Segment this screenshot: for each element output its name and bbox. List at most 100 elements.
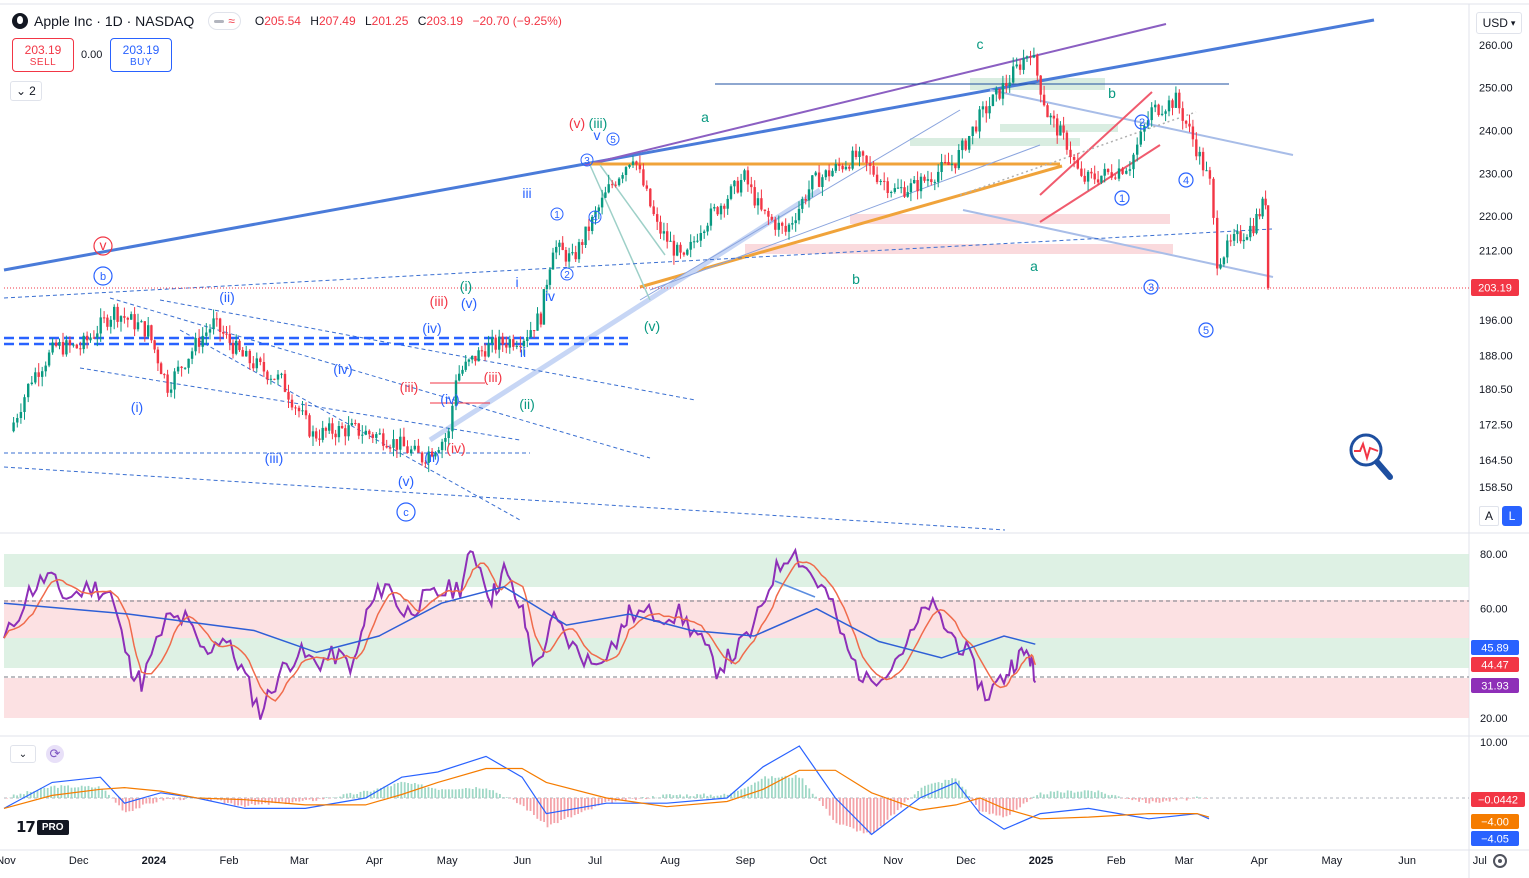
candle[interactable] bbox=[1266, 205, 1270, 290]
candle[interactable] bbox=[27, 383, 30, 403]
candle[interactable] bbox=[642, 163, 645, 187]
candle[interactable] bbox=[645, 180, 648, 192]
candle[interactable] bbox=[638, 155, 642, 174]
candle[interactable] bbox=[611, 180, 614, 189]
candle[interactable] bbox=[838, 157, 841, 171]
candle[interactable] bbox=[47, 349, 51, 368]
candle[interactable] bbox=[893, 183, 896, 194]
candle[interactable] bbox=[344, 424, 347, 446]
dashed-line[interactable] bbox=[79, 367, 521, 441]
candle[interactable] bbox=[807, 180, 811, 208]
candle[interactable] bbox=[1205, 161, 1208, 172]
candle[interactable] bbox=[153, 339, 156, 354]
indicator-toggle[interactable]: ≈ bbox=[208, 12, 241, 30]
candle[interactable] bbox=[1015, 57, 1018, 69]
candle[interactable] bbox=[529, 321, 532, 338]
candle[interactable] bbox=[72, 343, 75, 348]
candle[interactable] bbox=[169, 382, 173, 398]
candle[interactable] bbox=[183, 367, 187, 370]
candle[interactable] bbox=[1181, 101, 1184, 130]
candle[interactable] bbox=[259, 356, 262, 366]
candle[interactable] bbox=[1086, 170, 1090, 191]
candle[interactable] bbox=[763, 209, 767, 215]
candle[interactable] bbox=[406, 440, 409, 454]
candle[interactable] bbox=[159, 361, 163, 375]
candle[interactable] bbox=[558, 239, 561, 256]
magnifier-icon[interactable] bbox=[1349, 433, 1393, 480]
candle[interactable] bbox=[561, 236, 564, 251]
candle[interactable] bbox=[1164, 109, 1167, 122]
dashed-line[interactable] bbox=[3, 228, 1273, 299]
candle[interactable] bbox=[861, 150, 865, 163]
candle[interactable] bbox=[1150, 102, 1153, 127]
candle[interactable] bbox=[1167, 95, 1171, 117]
candle[interactable] bbox=[1039, 75, 1042, 103]
candle[interactable] bbox=[133, 307, 136, 337]
candle[interactable] bbox=[420, 451, 424, 466]
candle[interactable] bbox=[1201, 147, 1205, 177]
candle[interactable] bbox=[1106, 168, 1110, 175]
candle[interactable] bbox=[361, 425, 364, 444]
candle[interactable] bbox=[321, 420, 324, 443]
candle[interactable] bbox=[913, 176, 916, 184]
candle[interactable] bbox=[51, 338, 54, 355]
candle[interactable] bbox=[205, 323, 208, 345]
candle[interactable] bbox=[150, 324, 153, 344]
candle[interactable] bbox=[1062, 116, 1065, 140]
candle[interactable] bbox=[545, 279, 549, 296]
dashed-line[interactable] bbox=[3, 466, 1006, 531]
candle[interactable] bbox=[12, 417, 15, 433]
candle[interactable] bbox=[950, 154, 954, 172]
candle[interactable] bbox=[280, 372, 283, 379]
candle[interactable] bbox=[297, 405, 301, 418]
candle[interactable] bbox=[173, 368, 176, 399]
candle[interactable] bbox=[136, 313, 140, 332]
candle[interactable] bbox=[656, 207, 659, 230]
candle[interactable] bbox=[872, 161, 875, 177]
candle[interactable] bbox=[906, 185, 909, 198]
candle[interactable] bbox=[978, 106, 981, 139]
candle[interactable] bbox=[1110, 164, 1113, 181]
candle[interactable] bbox=[564, 247, 568, 267]
candle[interactable] bbox=[659, 215, 662, 239]
candle[interactable] bbox=[787, 222, 791, 240]
candle[interactable] bbox=[998, 88, 1001, 101]
candle[interactable] bbox=[1136, 137, 1139, 162]
candle[interactable] bbox=[143, 321, 146, 342]
candle[interactable] bbox=[34, 367, 37, 385]
price-pane[interactable]: vb(ii)(i)(iv)(iii)(v)c(v) (iii)iiiiiiiv(i… bbox=[3, 18, 1519, 531]
candle[interactable] bbox=[331, 417, 334, 440]
candle[interactable] bbox=[474, 355, 477, 366]
candle[interactable] bbox=[957, 144, 960, 170]
candle[interactable] bbox=[875, 166, 879, 185]
candle[interactable] bbox=[37, 363, 40, 387]
candle[interactable] bbox=[743, 168, 746, 182]
candle[interactable] bbox=[208, 324, 212, 340]
candle[interactable] bbox=[334, 429, 337, 446]
candle[interactable] bbox=[988, 97, 991, 119]
candle[interactable] bbox=[126, 316, 129, 328]
candle[interactable] bbox=[471, 355, 474, 364]
candle[interactable] bbox=[760, 189, 763, 212]
candle[interactable] bbox=[831, 168, 834, 177]
currency-selector[interactable]: USD ▾ bbox=[1476, 12, 1522, 34]
candle[interactable] bbox=[1022, 49, 1025, 75]
candle[interactable] bbox=[508, 335, 511, 354]
symbol-title[interactable]: Apple Inc · 1D · NASDAQ bbox=[34, 13, 195, 29]
candle[interactable] bbox=[824, 169, 827, 181]
candle[interactable] bbox=[985, 100, 988, 123]
candle[interactable] bbox=[1090, 168, 1093, 179]
candle[interactable] bbox=[371, 432, 374, 443]
candle[interactable] bbox=[621, 172, 624, 184]
candle[interactable] bbox=[666, 223, 669, 249]
candle[interactable] bbox=[555, 240, 558, 260]
candle[interactable] bbox=[756, 192, 760, 215]
candle[interactable] bbox=[276, 370, 280, 385]
candle[interactable] bbox=[679, 242, 682, 259]
candle[interactable] bbox=[926, 170, 930, 187]
candle[interactable] bbox=[41, 366, 44, 387]
thin-trendline[interactable] bbox=[639, 109, 961, 301]
candle[interactable] bbox=[273, 378, 276, 381]
candle[interactable] bbox=[96, 325, 99, 347]
